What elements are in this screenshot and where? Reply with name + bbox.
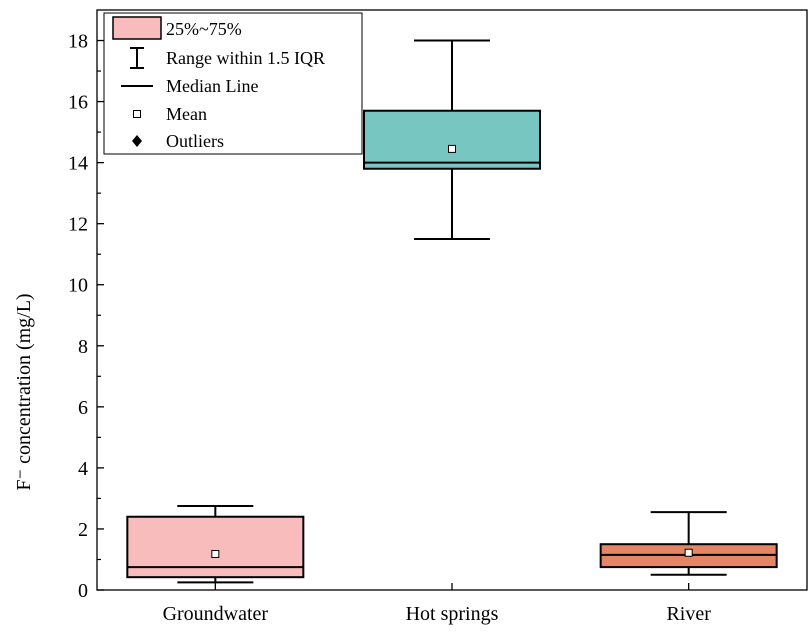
mean-marker [684, 548, 693, 557]
iqr-box [363, 109, 541, 170]
mean-marker [448, 144, 456, 153]
y-tick-label: 10 [68, 275, 88, 297]
legend-range-swatch [130, 47, 144, 69]
y-tick-label: 0 [78, 580, 88, 602]
legend-label: Outliers [166, 131, 224, 151]
mean-marker [211, 549, 220, 558]
box-hot-springs [363, 39, 541, 240]
box-series [126, 39, 778, 584]
x-tick-label: Groundwater [163, 603, 269, 625]
y-tick-label: 8 [78, 336, 88, 358]
legend-mean-swatch [133, 110, 141, 118]
y-tick-label: 6 [78, 397, 88, 419]
y-tick-label: 2 [78, 519, 88, 541]
y-tick-label: 4 [78, 458, 88, 480]
x-tick-label: Hot springs [406, 603, 499, 625]
box-river [599, 511, 778, 576]
y-axis-title: F⁻ concentration (mg/L) [13, 293, 35, 490]
y-tick-label: 16 [68, 92, 88, 114]
legend-outlier-swatch [132, 135, 142, 147]
x-tick-label: River [666, 603, 711, 625]
legend-label: 25%~75% [166, 19, 242, 39]
legend-label: Range within 1.5 IQR [166, 48, 325, 68]
legend-label: Median Line [166, 76, 258, 96]
box-groundwater [126, 505, 305, 584]
y-tick-label: 12 [68, 214, 88, 236]
y-tick-label: 14 [68, 153, 88, 175]
iqr-box [126, 515, 305, 579]
y-tick-label: 18 [68, 31, 88, 53]
y-axis: 0 2 4 6 8 10 12 14 16 18 [68, 31, 104, 602]
legend-box-swatch [112, 16, 162, 40]
legend-label: Mean [166, 104, 207, 124]
x-axis: Groundwater Hot springs River [163, 583, 711, 625]
legend: 25%~75% Range within 1.5 IQR Median Line Me… [103, 12, 363, 155]
